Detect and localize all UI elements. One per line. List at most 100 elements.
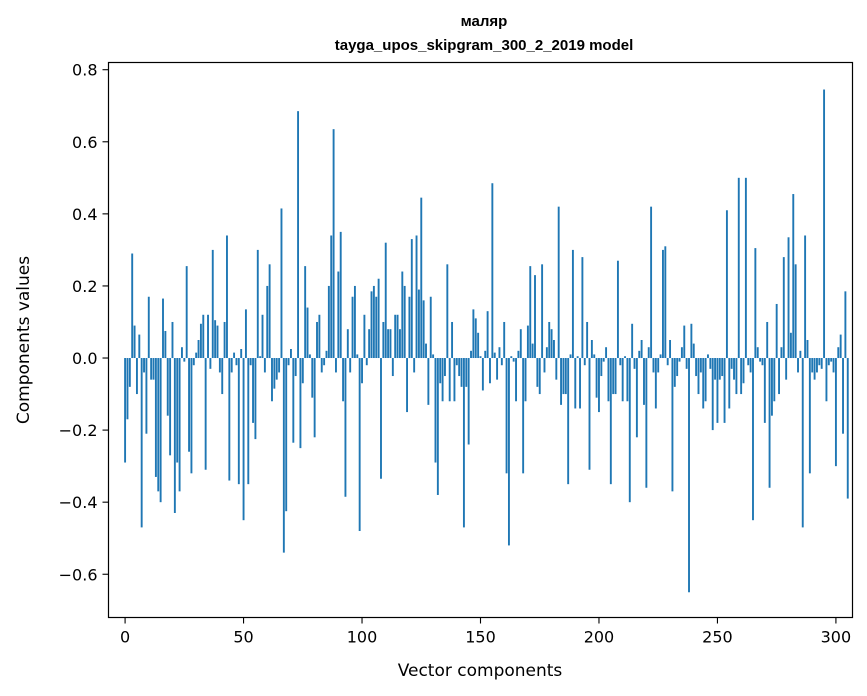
bar-component-166 (517, 350, 520, 359)
bar-component-33 (202, 314, 205, 359)
bar-component-231 (671, 358, 674, 492)
bar-component-190 (574, 358, 577, 409)
bar-component-211 (624, 356, 626, 359)
bar-component-71 (292, 358, 295, 443)
bar-component-74 (299, 358, 302, 449)
bar-component-70 (290, 349, 292, 359)
bar-component-4 (133, 325, 136, 359)
x-tick-label: 250 (702, 628, 733, 647)
bar-component-140 (455, 358, 458, 366)
bar-component-299 (832, 358, 835, 373)
bar-component-89 (335, 358, 337, 373)
bar-component-212 (626, 358, 629, 402)
bar-component-210 (621, 358, 624, 402)
bar-component-246 (707, 354, 709, 359)
bar-component-180 (550, 329, 553, 359)
bar-component-287 (804, 235, 807, 359)
x-tick-label: 200 (584, 628, 615, 647)
bar-component-294 (820, 358, 823, 369)
bar-component-203 (605, 347, 608, 359)
bar-component-215 (633, 358, 636, 369)
y-axis-label: Components values (14, 256, 34, 424)
y-tick-label: 0.0 (72, 349, 97, 368)
bar-component-149 (477, 332, 480, 359)
bar-component-137 (448, 358, 451, 402)
bar-component-198 (593, 354, 596, 359)
bar-component-48 (237, 358, 240, 485)
bar-component-219 (643, 358, 645, 405)
bar-component-200 (598, 358, 600, 413)
bar-component-192 (579, 358, 581, 409)
bar-component-248 (711, 358, 714, 431)
bar-component-107 (377, 278, 380, 359)
bar-component-103 (368, 329, 371, 359)
bar-component-213 (628, 358, 631, 503)
bar-component-159 (500, 358, 503, 366)
bar-component-183 (557, 206, 560, 359)
bar-component-289 (808, 358, 811, 474)
bar-component-150 (479, 356, 482, 359)
bar-component-39 (216, 325, 219, 359)
bar-component-68 (285, 358, 288, 512)
bar-component-113 (391, 358, 394, 377)
bar-component-96 (351, 296, 354, 359)
bar-component-63 (273, 358, 276, 389)
bar-component-51 (244, 309, 247, 359)
bar-component-29 (192, 358, 195, 366)
bar-component-126 (422, 300, 425, 359)
bar-component-286 (801, 358, 804, 528)
bar-component-30 (195, 352, 198, 359)
bar-component-283 (794, 264, 797, 359)
bar-component-168 (522, 358, 525, 474)
bar-component-302 (839, 334, 842, 359)
bar-component-239 (690, 323, 693, 359)
bar-component-90 (337, 271, 340, 359)
bar-component-261 (742, 358, 745, 384)
bar-component-20 (171, 321, 174, 359)
bar-component-270 (763, 358, 766, 423)
bar-component-52 (247, 358, 250, 485)
bar-component-222 (650, 206, 653, 359)
bar-component-61 (268, 264, 271, 359)
x-tick-label: 50 (233, 628, 253, 647)
bar-component-186 (564, 358, 567, 395)
bar-component-114 (394, 314, 397, 359)
bar-component-250 (716, 358, 719, 423)
bar-component-271 (766, 321, 769, 359)
bar-component-206 (612, 358, 615, 395)
bar-component-65 (278, 358, 281, 373)
bar-component-136 (446, 264, 449, 359)
bar-component-120 (408, 296, 411, 359)
bar-component-134 (441, 358, 444, 402)
bar-component-184 (560, 358, 563, 405)
bar-component-49 (240, 349, 243, 359)
bar-component-171 (529, 266, 532, 359)
bar-component-11 (150, 358, 153, 380)
bar-component-97 (353, 285, 356, 359)
bar-component-105 (372, 285, 375, 359)
bar-component-256 (730, 358, 733, 369)
bar-component-144 (465, 358, 468, 387)
bar-component-290 (811, 358, 814, 373)
x-axis-label: Vector components (398, 661, 563, 681)
bar-component-98 (356, 354, 359, 359)
bar-component-56 (256, 249, 259, 359)
bar-component-156 (493, 352, 496, 359)
bar-component-59 (263, 358, 266, 373)
bar-component-301 (837, 347, 840, 359)
bar-component-141 (458, 358, 461, 377)
bar-component-109 (382, 321, 385, 359)
bar-component-92 (342, 358, 345, 402)
bar-component-173 (534, 275, 536, 359)
bar-component-128 (427, 358, 430, 405)
bar-component-279 (785, 358, 788, 380)
bar-component-58 (261, 314, 264, 359)
bar-component-229 (666, 358, 669, 366)
bar-component-88 (332, 129, 335, 359)
bar-component-152 (484, 350, 487, 359)
bar-component-125 (420, 197, 423, 359)
bar-component-278 (782, 257, 785, 359)
bar-component-254 (725, 210, 728, 359)
bar-component-288 (806, 340, 809, 359)
bar-component-259 (737, 177, 740, 359)
